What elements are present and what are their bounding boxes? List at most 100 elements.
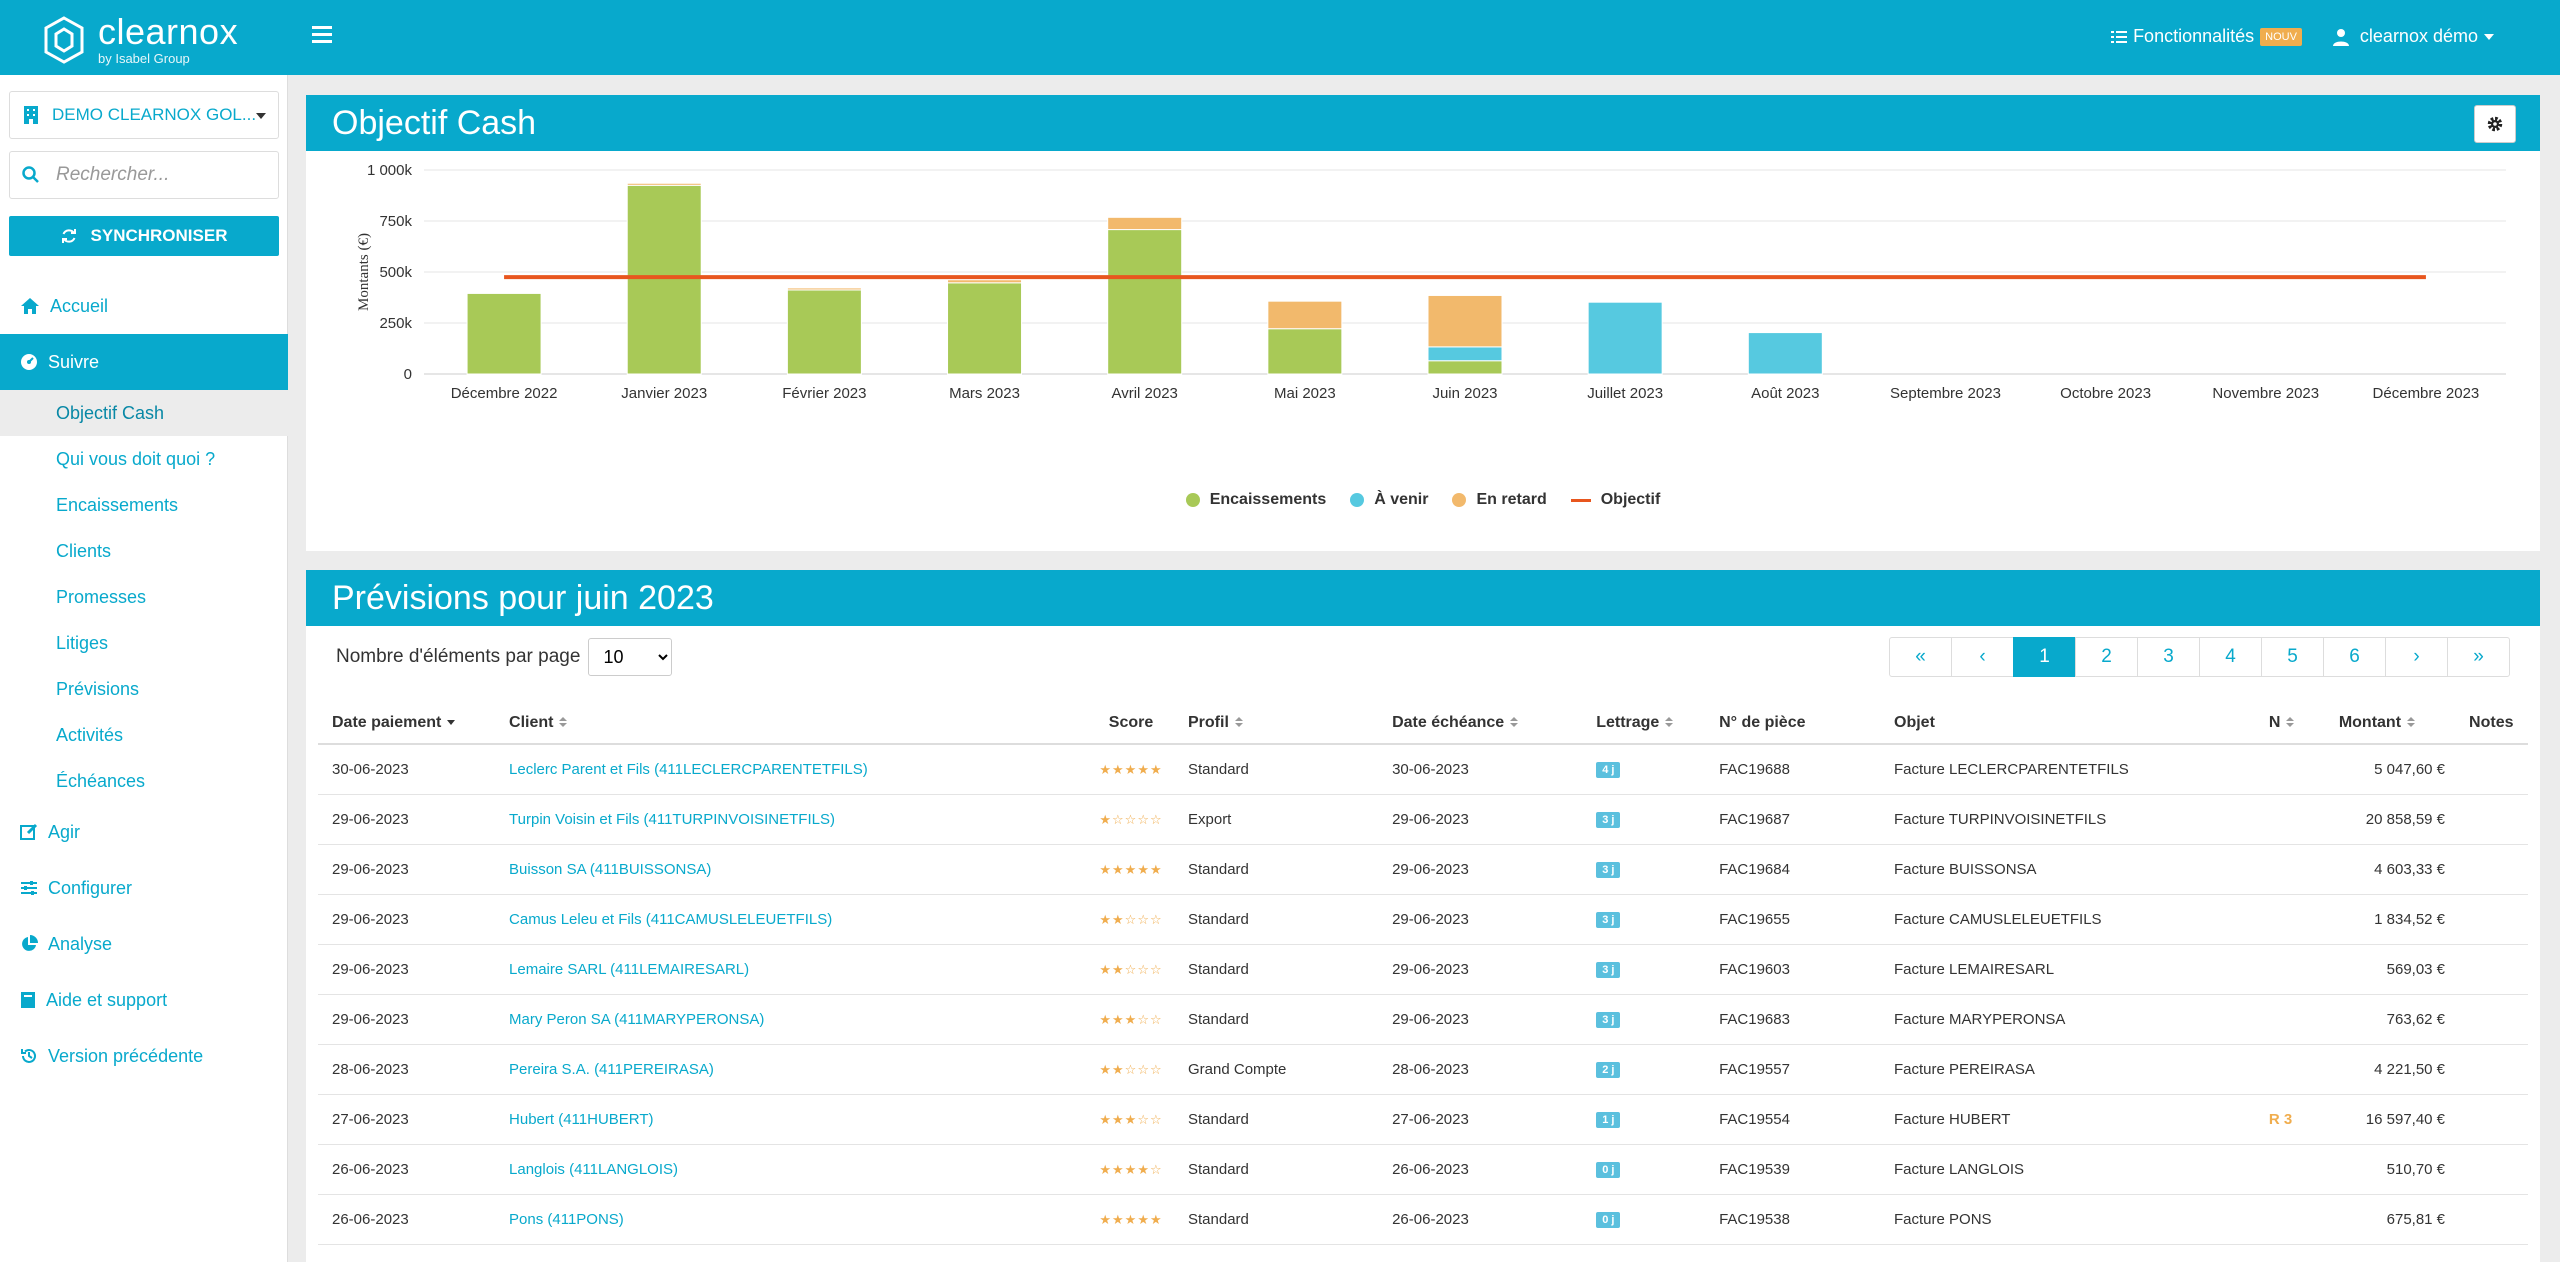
table-row: 30-06-2023 Leclerc Parent et Fils (411LEC… xyxy=(318,744,2528,795)
legend-label: À venir xyxy=(1374,491,1429,508)
sidebar: DEMO CLEARNOX GOL... SYNCHRONISER Accuei… xyxy=(0,75,288,1262)
nav-item-agir[interactable]: Agir xyxy=(0,804,288,860)
score-stars: ★★★★★ xyxy=(1074,744,1174,795)
date-echeance-cell: 26-06-2023 xyxy=(1378,1144,1583,1195)
subnav-item-qui-vous-doit-quoi[interactable]: Qui vous doit quoi ? xyxy=(56,448,216,469)
page-button[interactable]: » xyxy=(2447,637,2510,677)
lettrage-days-badge: 3 j xyxy=(1596,1012,1621,1028)
client-link[interactable]: Hubert (411HUBERT) xyxy=(495,1094,1075,1145)
piece-cell: FAC19538 xyxy=(1705,1194,1880,1245)
menu-toggle-icon[interactable] xyxy=(312,26,332,44)
column-header[interactable]: N xyxy=(2254,702,2320,745)
client-link[interactable]: Pons (411PONS) xyxy=(495,1194,1075,1245)
column-header-label: Objet xyxy=(1894,713,1935,731)
page-button[interactable]: ‹ xyxy=(1951,637,2014,677)
bar-en-retard xyxy=(626,182,702,186)
column-header[interactable]: Date échéance xyxy=(1378,702,1583,745)
date-echeance-cell: 29-06-2023 xyxy=(1378,944,1583,995)
page-button[interactable]: 2 xyxy=(2075,637,2138,677)
bar-encaissements xyxy=(466,292,542,375)
date-paiement-cell: 28-06-2023 xyxy=(318,1044,496,1095)
settings-button[interactable] xyxy=(2474,105,2516,143)
features-link[interactable]: Fonctionnalités NOUV xyxy=(2111,26,2302,47)
subnav-item-previsions[interactable]: Prévisions xyxy=(56,678,140,699)
notes-cell xyxy=(2455,1094,2528,1145)
score-stars: ★★☆☆☆ xyxy=(1074,894,1174,945)
user-icon xyxy=(2332,28,2349,46)
company-select[interactable]: DEMO CLEARNOX GOL... xyxy=(9,91,279,139)
caret-down-icon xyxy=(2484,33,2494,40)
panel-title: Prévisions pour juin 2023 xyxy=(332,578,714,617)
column-header[interactable]: Montant xyxy=(2319,702,2456,745)
notes-cell xyxy=(2455,744,2528,795)
legend-item[interactable]: Objectif xyxy=(1570,491,1661,509)
client-link[interactable]: Langlois (411LANGLOIS) xyxy=(495,1144,1075,1195)
page-button[interactable]: › xyxy=(2385,637,2448,677)
sync-label: SYNCHRONISER xyxy=(90,226,228,245)
profil-cell: Standard xyxy=(1174,1194,1379,1245)
column-header[interactable]: Client xyxy=(495,702,1075,745)
date-echeance-cell: 29-06-2023 xyxy=(1378,794,1583,845)
subnav-item-echeances[interactable]: Échéances xyxy=(56,770,146,791)
profil-cell: Standard xyxy=(1174,744,1379,795)
piece-cell: FAC19557 xyxy=(1705,1044,1880,1095)
table-row: 26-06-2023 Langlois (411LANGLOIS) ★★★★☆ Sta… xyxy=(318,1144,2528,1195)
user-menu[interactable]: clearnox démo xyxy=(2332,26,2494,47)
client-link[interactable]: Camus Leleu et Fils (411CAMUSLELEUETFILS… xyxy=(495,894,1075,945)
chart-legend: Encaissements À venir En retard Objectif xyxy=(306,491,2540,509)
client-link[interactable]: Leclerc Parent et Fils (411LECLERCPARENT… xyxy=(495,744,1075,795)
nav-item-aide[interactable]: Aide et support xyxy=(0,972,288,1028)
dashboard-icon xyxy=(21,354,37,370)
subnav-item-objectif-cash[interactable]: Objectif Cash xyxy=(0,390,288,436)
star-rating-icon: ★★★☆☆ xyxy=(1099,1111,1163,1127)
logo-name: clearnox xyxy=(98,11,239,52)
legend-item[interactable]: À venir xyxy=(1350,491,1428,509)
y-tick-label: 750k xyxy=(379,213,412,230)
column-header[interactable]: Date paiement xyxy=(318,702,496,745)
client-link[interactable]: Buisson SA (411BUISSONSA) xyxy=(495,844,1075,895)
page-button[interactable]: 5 xyxy=(2261,637,2324,677)
nav-item-analyse[interactable]: Analyse xyxy=(0,916,288,972)
clearnox-logo[interactable]: clearnox by Isabel Group xyxy=(44,14,238,65)
subnav-item-promesses[interactable]: Promesses xyxy=(56,586,147,607)
search-input[interactable] xyxy=(56,164,256,186)
objet-cell: Facture PEREIRASA xyxy=(1880,1044,2255,1095)
notes-cell xyxy=(2455,994,2528,1045)
nav-item-accueil[interactable]: Accueil xyxy=(0,278,288,334)
subnav-item-activites[interactable]: Activités xyxy=(56,724,124,745)
piece-cell: FAC19655 xyxy=(1705,894,1880,945)
client-link[interactable]: Turpin Voisin et Fils (411TURPINVOISINET… xyxy=(495,794,1075,845)
legend-item[interactable]: En retard xyxy=(1452,491,1547,509)
client-link[interactable]: Mary Peron SA (411MARYPERONSA) xyxy=(495,994,1075,1045)
nav-item-version-precedente[interactable]: Version précédente xyxy=(0,1028,288,1084)
legend-label: Objectif xyxy=(1600,491,1661,508)
page-button[interactable]: 1 xyxy=(2013,637,2076,677)
client-link[interactable]: Lemaire SARL (411LEMAIRESARL) xyxy=(495,944,1075,995)
x-tick-label: Février 2023 xyxy=(782,385,866,402)
legend-item[interactable]: Encaissements xyxy=(1185,491,1326,509)
score-stars: ★★★☆☆ xyxy=(1074,1094,1174,1145)
column-header[interactable]: Profil xyxy=(1174,702,1379,745)
notes-cell xyxy=(2455,844,2528,895)
per-page-select[interactable]: 10 xyxy=(588,638,673,676)
relance-cell xyxy=(2254,794,2320,845)
relance-cell xyxy=(2254,1144,2320,1195)
column-header[interactable]: Lettrage xyxy=(1582,702,1706,745)
subnav-item-encaissements[interactable]: Encaissements xyxy=(56,494,179,515)
subnav-item-litiges[interactable]: Litiges xyxy=(56,632,109,653)
nav-item-configurer[interactable]: Configurer xyxy=(0,860,288,916)
page-button[interactable]: 3 xyxy=(2137,637,2200,677)
client-link[interactable]: Pereira S.A. (411PEREIRASA) xyxy=(495,1044,1075,1095)
montant-cell: 4 603,33 € xyxy=(2319,844,2456,895)
page-button[interactable]: 4 xyxy=(2199,637,2262,677)
nav-item-suivre[interactable]: Suivre xyxy=(0,334,288,390)
subnav-item-clients[interactable]: Clients xyxy=(56,540,112,561)
sync-button[interactable]: SYNCHRONISER xyxy=(9,216,279,256)
column-header-label: Montant xyxy=(2338,713,2402,731)
page-button[interactable]: 6 xyxy=(2323,637,2386,677)
lettrage-badge: 3 j xyxy=(1582,994,1706,1045)
page-button[interactable]: « xyxy=(1889,637,1952,677)
relance-cell xyxy=(2254,1194,2320,1245)
x-tick-label: Juillet 2023 xyxy=(1587,385,1663,402)
lettrage-days-badge: 3 j xyxy=(1596,812,1621,828)
